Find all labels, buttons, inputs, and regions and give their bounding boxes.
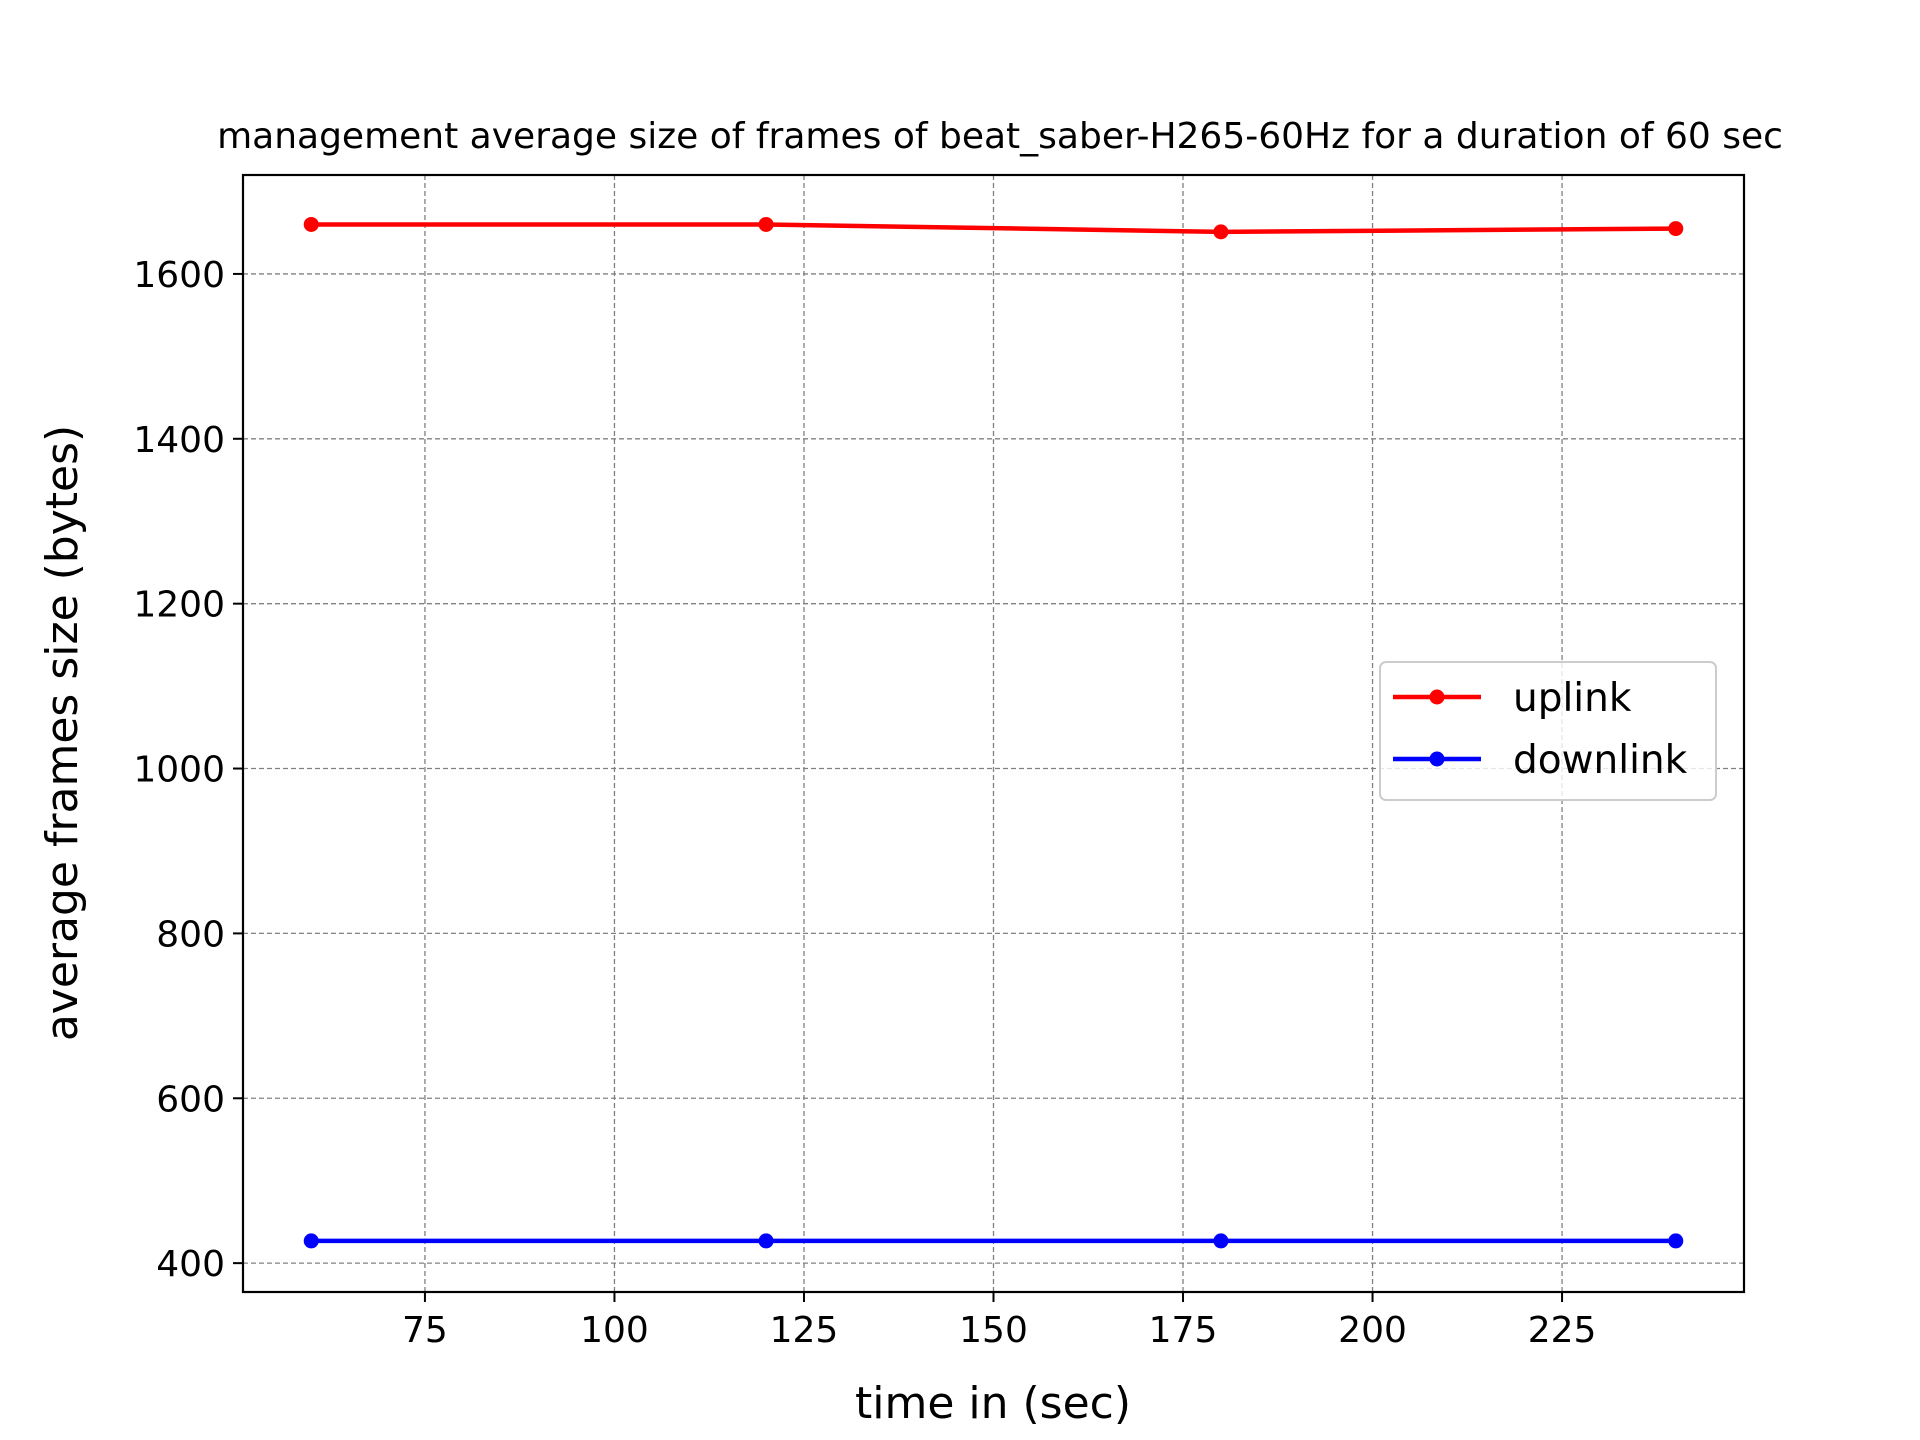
- series-line-uplink: [311, 222, 1676, 235]
- legend-marker-uplink: [1429, 689, 1445, 705]
- x-tick-label: 100: [580, 1310, 649, 1351]
- y-ticks: 400 600 800 1000 1200 1400 1600: [133, 255, 243, 1285]
- data-point-downlink: [1213, 1233, 1229, 1249]
- legend-marker-downlink: [1429, 751, 1445, 767]
- data-point-downlink: [1668, 1233, 1684, 1249]
- data-point-uplink: [1668, 221, 1684, 237]
- y-tick-label: 800: [156, 914, 225, 955]
- x-tick-label: 125: [770, 1310, 839, 1351]
- y-tick-label: 1000: [133, 750, 225, 791]
- chart-title: management average size of frames of bea…: [217, 116, 1783, 157]
- y-tick-label: 1600: [133, 255, 225, 296]
- x-tick-label: 225: [1528, 1310, 1597, 1351]
- x-tick-label: 175: [1149, 1310, 1218, 1351]
- data-point-uplink: [758, 216, 774, 232]
- y-axis-label: average frames size (bytes): [37, 425, 88, 1041]
- legend-label-downlink: downlink: [1513, 738, 1688, 783]
- legend-label-uplink: uplink: [1513, 676, 1632, 721]
- x-tick-label: 75: [402, 1310, 448, 1351]
- x-tick-label: 200: [1338, 1310, 1407, 1351]
- y-tick-label: 400: [156, 1244, 225, 1285]
- x-axis-label: time in (sec): [855, 1378, 1131, 1429]
- legend: uplink downlink: [1379, 661, 1717, 801]
- data-point-uplink: [303, 216, 319, 232]
- y-tick-label: 1400: [133, 420, 225, 461]
- y-tick-label: 1200: [133, 585, 225, 626]
- data-point-uplink: [1213, 224, 1229, 240]
- x-tick-label: 150: [959, 1310, 1028, 1351]
- data-point-downlink: [758, 1233, 774, 1249]
- series-group: [303, 216, 1684, 1249]
- x-ticks: 75 100 125 150 175 200 225: [402, 1292, 1596, 1351]
- y-tick-label: 600: [156, 1079, 225, 1120]
- grid: [243, 175, 1744, 1292]
- data-point-downlink: [303, 1233, 319, 1249]
